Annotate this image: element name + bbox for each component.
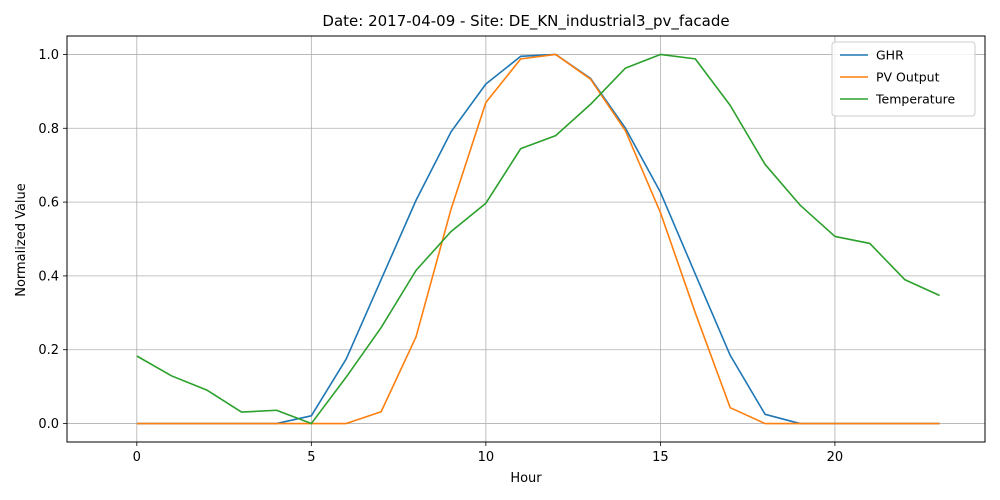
legend-label-temperature: Temperature [875, 92, 955, 107]
x-tick-label: 15 [652, 450, 669, 465]
legend-box [831, 41, 976, 117]
y-axis-label: Normalized Value [14, 183, 29, 297]
series-lines [136, 53, 940, 425]
y-tick-label: 1.0 [38, 48, 59, 63]
y-tick-label: 0.0 [38, 417, 59, 432]
x-tick-label: 5 [307, 450, 315, 465]
chart-title: Date: 2017-04-09 - Site: DE_KN_industria… [322, 12, 729, 31]
x-tick-label: 20 [827, 450, 844, 465]
x-tick-label: 10 [478, 450, 495, 465]
legend-label-ghr: GHR [876, 48, 904, 63]
plot-area-frame [66, 35, 986, 443]
series-line-temperature [136, 53, 940, 425]
legend: GHR PV Output Temperature [831, 41, 976, 117]
axis-ticks: 0 5 10 15 20 0.0 0.2 0.4 0.6 0.8 1.0 [38, 48, 843, 465]
x-axis-label: Hour [510, 471, 542, 486]
y-tick-label: 0.6 [38, 196, 59, 211]
x-tick-label: 0 [133, 450, 141, 465]
legend-label-pv-output: PV Output [876, 70, 940, 85]
series-line-ghr [136, 53, 940, 425]
y-tick-label: 0.4 [38, 269, 59, 284]
series-line-pv-output [136, 53, 940, 425]
y-tick-label: 0.2 [38, 343, 59, 358]
y-tick-label: 0.8 [38, 122, 59, 137]
